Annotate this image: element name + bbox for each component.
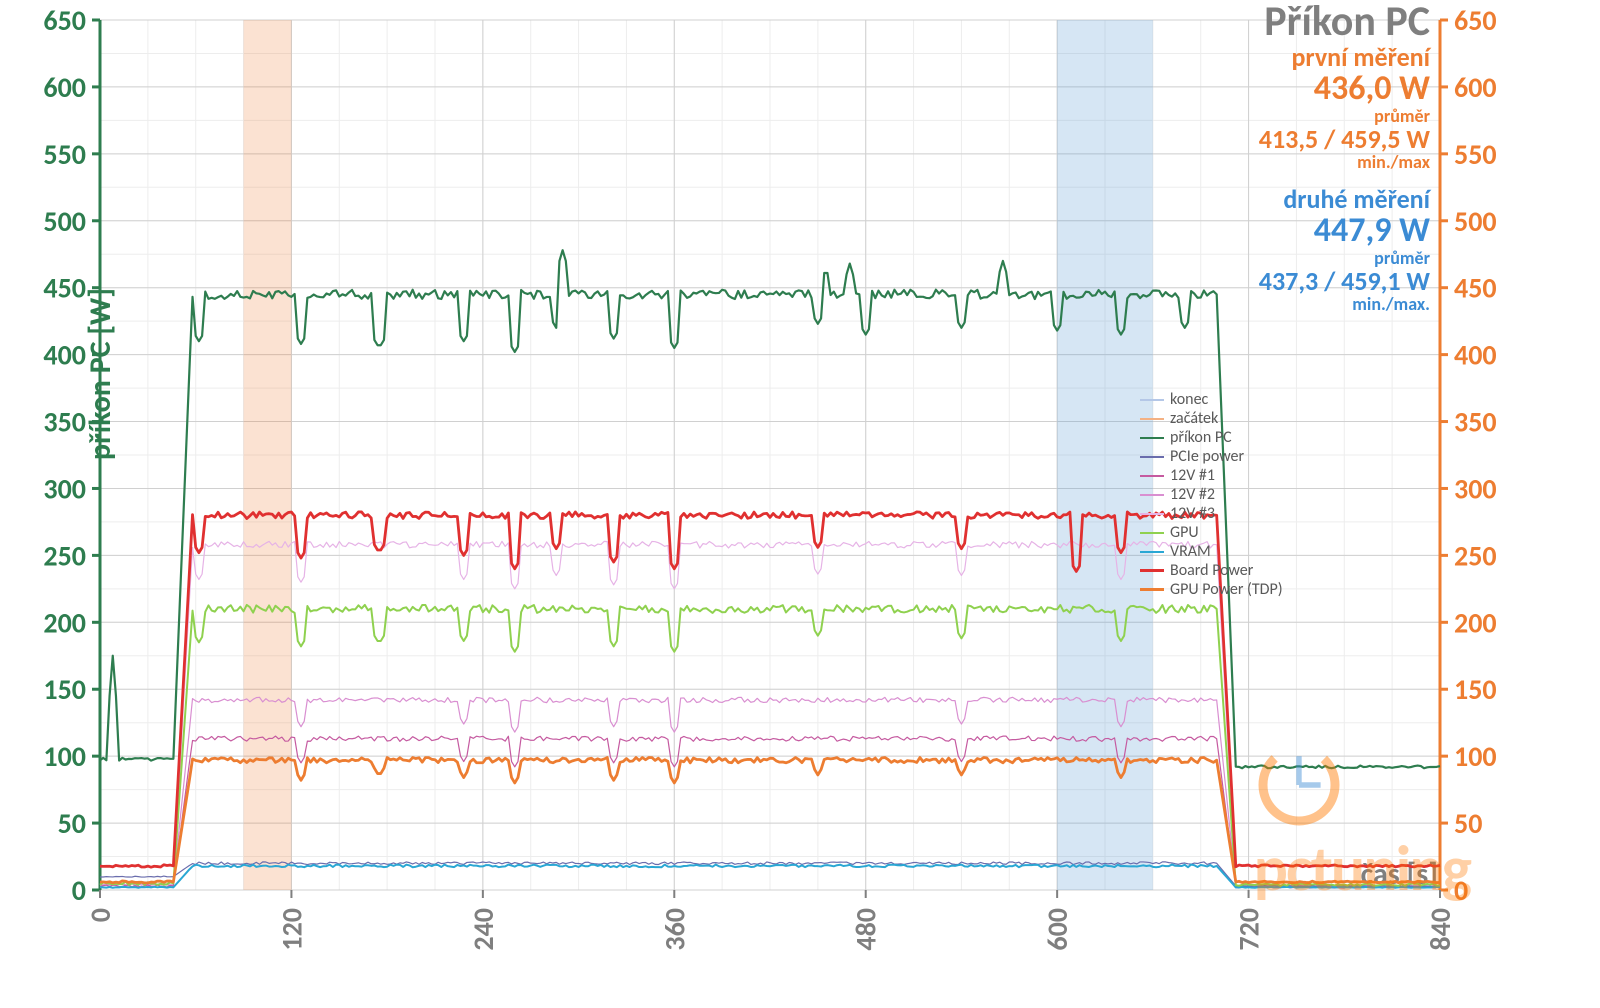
- svg-text:350: 350: [1454, 405, 1497, 440]
- svg-text:300: 300: [1454, 471, 1497, 506]
- legend-label: příkon PC: [1170, 428, 1232, 447]
- m2-minmax: 437,3 / 459,1 W: [1259, 268, 1430, 295]
- legend-swatch: [1140, 551, 1164, 553]
- legend-label: 12V #3: [1170, 504, 1215, 523]
- legend-item-vram: VRAM: [1140, 542, 1283, 561]
- legend-label: GPU: [1170, 523, 1199, 542]
- legend-item-board_power: Board Power: [1140, 561, 1283, 580]
- svg-text:100: 100: [43, 739, 86, 774]
- legend-label: Board Power: [1170, 561, 1253, 580]
- svg-text:720: 720: [1232, 908, 1267, 951]
- svg-text:550: 550: [1454, 137, 1497, 172]
- svg-text:240: 240: [466, 908, 501, 951]
- y-left-axis-label: příkon PC [W]: [82, 288, 119, 460]
- svg-text:450: 450: [1454, 271, 1497, 306]
- chart-title: Příkon PC: [1259, 0, 1430, 44]
- svg-text:550: 550: [43, 137, 86, 172]
- svg-text:150: 150: [43, 672, 86, 707]
- power-chart: 0501001502002503003504004505005506006500…: [0, 0, 1600, 1008]
- svg-text:0: 0: [83, 908, 118, 922]
- legend-swatch: [1140, 399, 1164, 401]
- chart-legend: koneczačátekpříkon PCPCIe power12V #112V…: [1140, 390, 1283, 599]
- legend-item-konec: konec: [1140, 390, 1283, 409]
- m1-value: 436,0 W: [1259, 71, 1430, 107]
- svg-text:100: 100: [1454, 739, 1497, 774]
- svg-text:400: 400: [43, 338, 86, 373]
- svg-text:50: 50: [58, 806, 86, 841]
- legend-item-prikon_pc: příkon PC: [1140, 428, 1283, 447]
- legend-item-12v2: 12V #2: [1140, 485, 1283, 504]
- svg-text:480: 480: [849, 908, 884, 951]
- legend-item-gpu: GPU: [1140, 523, 1283, 542]
- svg-text:400: 400: [1454, 338, 1497, 373]
- svg-text:350: 350: [43, 405, 86, 440]
- svg-text:150: 150: [1454, 672, 1497, 707]
- m1-minmax-label: min./max: [1259, 153, 1430, 172]
- m1-label: první měření: [1259, 44, 1430, 71]
- legend-item-pcie_power: PCIe power: [1140, 447, 1283, 466]
- svg-text:200: 200: [1454, 605, 1497, 640]
- svg-text:250: 250: [1454, 538, 1497, 573]
- legend-label: začátek: [1170, 409, 1218, 428]
- svg-text:360: 360: [657, 908, 692, 951]
- svg-text:450: 450: [43, 271, 86, 306]
- legend-label: VRAM: [1170, 542, 1211, 561]
- legend-item-12v3: 12V #3: [1140, 504, 1283, 523]
- legend-label: PCIe power: [1170, 447, 1244, 466]
- m1-minmax: 413,5 / 459,5 W: [1259, 126, 1430, 153]
- svg-text:650: 650: [1454, 3, 1497, 38]
- legend-label: GPU Power (TDP): [1170, 580, 1283, 599]
- svg-text:120: 120: [274, 908, 309, 951]
- chart-title-block: Příkon PC první měření 436,0 W průměr 41…: [1259, 0, 1430, 314]
- m2-value: 447,9 W: [1259, 213, 1430, 249]
- legend-swatch: [1140, 418, 1164, 420]
- legend-item-zacatek: začátek: [1140, 409, 1283, 428]
- m2-label: druhé měření: [1259, 186, 1430, 213]
- legend-label: 12V #2: [1170, 485, 1215, 504]
- svg-text:50: 50: [1454, 806, 1482, 841]
- legend-swatch: [1140, 456, 1164, 458]
- legend-swatch: [1140, 475, 1164, 477]
- legend-item-gpu_tdp: GPU Power (TDP): [1140, 580, 1283, 599]
- legend-item-12v1: 12V #1: [1140, 466, 1283, 485]
- legend-swatch: [1140, 437, 1164, 439]
- y-right-axis-label: Power / TDP [W / %]: [1595, 620, 1600, 877]
- svg-text:0: 0: [72, 873, 86, 908]
- m2-minmax-label: min./max.: [1259, 295, 1430, 314]
- legend-label: konec: [1170, 390, 1208, 409]
- svg-text:600: 600: [1454, 70, 1497, 105]
- svg-text:200: 200: [43, 605, 86, 640]
- svg-text:650: 650: [43, 3, 86, 38]
- legend-label: 12V #1: [1170, 466, 1215, 485]
- legend-swatch: [1140, 513, 1164, 515]
- legend-swatch: [1140, 532, 1164, 534]
- svg-text:840: 840: [1423, 908, 1458, 951]
- svg-text:300: 300: [43, 471, 86, 506]
- svg-text:250: 250: [43, 538, 86, 573]
- legend-swatch: [1140, 588, 1164, 591]
- svg-text:600: 600: [1040, 908, 1075, 951]
- legend-swatch: [1140, 569, 1164, 572]
- svg-text:0: 0: [1454, 873, 1468, 908]
- svg-text:500: 500: [43, 204, 86, 239]
- svg-text:600: 600: [43, 70, 86, 105]
- svg-text:500: 500: [1454, 204, 1497, 239]
- legend-swatch: [1140, 494, 1164, 496]
